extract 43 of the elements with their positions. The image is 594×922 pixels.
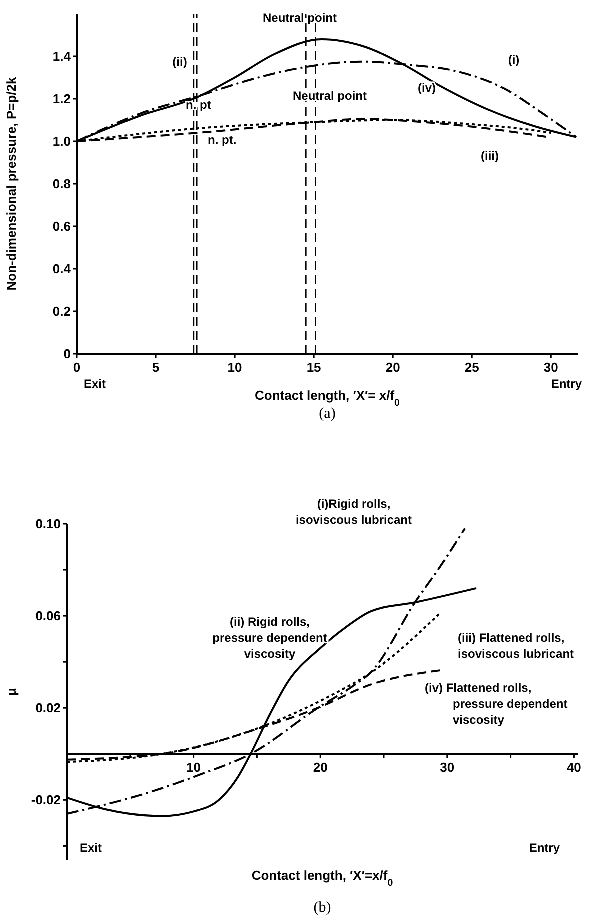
- y-tick-label: 1.2: [52, 92, 71, 107]
- annotation: (ii): [172, 55, 188, 69]
- text: (b): [314, 900, 332, 916]
- y-tick-label: 0.10: [36, 516, 61, 532]
- y-tick-label: 0.2: [52, 304, 71, 320]
- y-tick-label: 0.6: [52, 219, 71, 234]
- y-tick-label: 1.0: [52, 134, 71, 150]
- y-axis-title: μ: [4, 688, 19, 696]
- x-tick-label: 20: [313, 760, 328, 776]
- x-tick-label: 25: [464, 360, 480, 375]
- x-axis-title: Contact length, ′X′= x/f$_{0}$: [255, 388, 401, 408]
- y-tick-label: 0.06: [36, 608, 61, 624]
- y-tick-label: 0.4: [52, 262, 72, 277]
- y-axis-title: Non-dimensional pressure, P=p/2k: [4, 76, 19, 291]
- x-tick-label: 15: [306, 360, 322, 375]
- annotation: Exit: [80, 841, 102, 855]
- annotation: (iii): [481, 149, 499, 163]
- x-tick-label: 30: [544, 360, 558, 375]
- x-tick-label: 40: [566, 760, 582, 776]
- y-tick-label: 0.8: [52, 176, 71, 192]
- text: Entry: [551, 377, 582, 391]
- text: Exit: [84, 377, 106, 391]
- annotation: (iv) Flattened rolls, pressure dependent viscosity: [425, 681, 568, 727]
- y-tick-label: 1.4: [52, 49, 72, 64]
- annotation: (i): [508, 53, 520, 67]
- annotation: Entry: [529, 841, 560, 855]
- x-tick-label: 10: [228, 360, 242, 375]
- text: (a): [319, 406, 336, 422]
- x-tick-label: 30: [440, 760, 455, 776]
- annotation: (iii) Flattened rolls, isoviscous lubricant: [458, 631, 574, 661]
- annotation: n. pt: [186, 98, 212, 112]
- x-tick-label: 5: [152, 360, 160, 375]
- annotation: (ii) Rigid rolls, pressure dependent viscosity: [212, 615, 328, 661]
- y-tick-label: 0.02: [36, 700, 61, 716]
- x-tick-label: 10: [186, 760, 202, 776]
- annotation: (iv): [418, 81, 436, 95]
- annotation: (i)Rigid rolls, isoviscous lubricant: [296, 497, 412, 527]
- x-tick-label: 20: [386, 360, 400, 375]
- x-axis-title: Contact length, ′X′=x/f$_{0}$: [252, 868, 394, 888]
- y-tick-label: -0.02: [31, 792, 61, 808]
- annotation: Neutral point: [263, 11, 337, 25]
- y-tick-label: 0: [64, 346, 71, 362]
- annotation: n. pt.: [208, 133, 237, 147]
